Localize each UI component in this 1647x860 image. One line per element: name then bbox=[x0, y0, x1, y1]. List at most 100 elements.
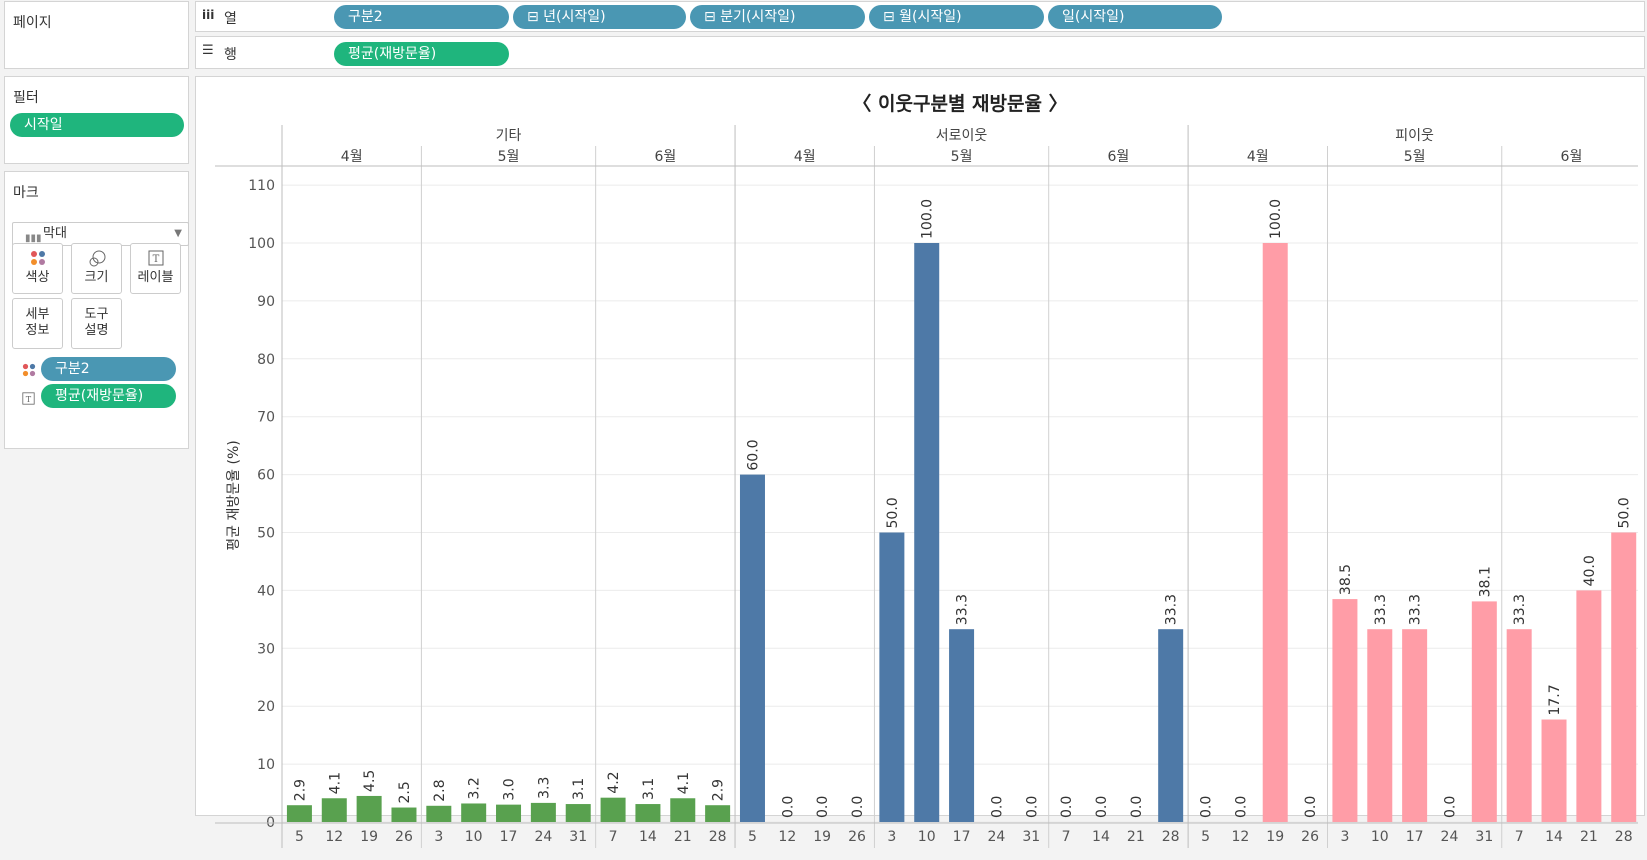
mark-type-dropdown[interactable]: ▮▮▮ 막대 ▼ bbox=[12, 222, 189, 246]
bar-value-label: 100.0 bbox=[920, 199, 936, 239]
x-tick-label: 7 bbox=[1062, 829, 1071, 845]
x-tick-label: 12 bbox=[778, 829, 796, 845]
row-pill-avg-revisit[interactable]: 평균(재방문율) bbox=[334, 42, 509, 66]
group-header-label: 서로이웃 bbox=[936, 128, 988, 144]
x-tick-label: 24 bbox=[1441, 829, 1459, 845]
bar-value-label: 2.9 bbox=[711, 779, 727, 801]
column-pill-month[interactable]: ⊟ 월(시작일) bbox=[869, 5, 1044, 29]
column-pill-group[interactable]: 구분2 bbox=[334, 5, 509, 29]
marks-color-button[interactable]: 색상 bbox=[12, 243, 63, 294]
rows-shelf[interactable]: ☰ 행 평균(재방문율) bbox=[195, 36, 1645, 69]
marks-size-label: 크기 bbox=[84, 270, 109, 285]
month-header-label: 6월 bbox=[1561, 149, 1583, 165]
x-tick-label: 28 bbox=[709, 829, 727, 845]
bar bbox=[1576, 590, 1602, 822]
marks-label-button[interactable]: T 레이블 bbox=[130, 243, 181, 294]
marks-color-label: 색상 bbox=[25, 270, 50, 285]
bar-value-label: 33.3 bbox=[1512, 594, 1528, 625]
month-header-label: 6월 bbox=[1108, 149, 1130, 165]
bar-value-label: 2.8 bbox=[432, 780, 448, 802]
bar-value-label: 40.0 bbox=[1582, 555, 1598, 586]
bar bbox=[530, 802, 556, 822]
x-tick-label: 28 bbox=[1615, 829, 1633, 845]
bar bbox=[1332, 599, 1358, 822]
bar-value-label: 0.0 bbox=[1094, 796, 1110, 818]
column-pill-year[interactable]: ⊟ 년(시작일) bbox=[513, 5, 686, 29]
bar-value-label: 0.0 bbox=[850, 796, 866, 818]
marks-field-pill-avg-revisit[interactable]: 평균(재방문율) bbox=[41, 384, 176, 408]
y-tick-label: 10 bbox=[257, 757, 275, 773]
bar bbox=[496, 804, 522, 822]
bar-value-label: 0.0 bbox=[989, 796, 1005, 818]
marks-detail-button[interactable]: 세부 정보 bbox=[12, 298, 63, 349]
filters-card: 필터 시작일 bbox=[4, 76, 189, 164]
filter-pill-start-date[interactable]: 시작일 bbox=[10, 113, 184, 137]
x-tick-label: 17 bbox=[1406, 829, 1424, 845]
y-tick-label: 80 bbox=[257, 352, 275, 368]
x-tick-label: 7 bbox=[1515, 829, 1524, 845]
mark-type-value: 막대 bbox=[43, 226, 67, 241]
x-tick-label: 3 bbox=[1340, 829, 1349, 845]
x-tick-label: 12 bbox=[1231, 829, 1249, 845]
x-tick-label: 14 bbox=[1092, 829, 1110, 845]
columns-shelf-label: 열 bbox=[224, 11, 237, 27]
x-tick-label: 7 bbox=[609, 829, 618, 845]
bar-value-label: 0.0 bbox=[1129, 796, 1145, 818]
x-tick-label: 10 bbox=[465, 829, 483, 845]
x-tick-label: 14 bbox=[1545, 829, 1563, 845]
bar-value-label: 2.9 bbox=[292, 779, 308, 801]
bar bbox=[949, 629, 975, 822]
chevron-down-icon: ▼ bbox=[174, 228, 182, 239]
bar-value-label: 4.2 bbox=[606, 771, 622, 793]
group-header-label: 기타 bbox=[496, 128, 522, 144]
x-tick-label: 26 bbox=[395, 829, 413, 845]
marks-tooltip-button[interactable]: 도구 설명 bbox=[71, 298, 122, 349]
bar bbox=[426, 805, 452, 822]
x-tick-label: 28 bbox=[1162, 829, 1180, 845]
month-header-label: 4월 bbox=[1247, 149, 1269, 165]
label-icon: T bbox=[22, 390, 35, 409]
marks-label-label: 레이블 bbox=[137, 270, 174, 285]
x-tick-label: 26 bbox=[848, 829, 866, 845]
filters-card-title: 필터 bbox=[13, 90, 39, 106]
bar-value-label: 100.0 bbox=[1268, 199, 1284, 239]
bar bbox=[461, 803, 487, 822]
x-tick-label: 10 bbox=[918, 829, 936, 845]
column-pill-quarter[interactable]: ⊟ 분기(시작일) bbox=[690, 5, 865, 29]
x-tick-label: 17 bbox=[953, 829, 971, 845]
x-tick-label: 19 bbox=[360, 829, 378, 845]
x-tick-label: 19 bbox=[1266, 829, 1284, 845]
bar bbox=[356, 795, 382, 822]
bar bbox=[1541, 719, 1567, 822]
y-tick-label: 40 bbox=[257, 583, 275, 599]
svg-text:T: T bbox=[26, 394, 32, 404]
bar bbox=[391, 807, 417, 822]
bar-value-label: 0.0 bbox=[1233, 796, 1249, 818]
x-tick-label: 19 bbox=[813, 829, 831, 845]
x-tick-label: 26 bbox=[1301, 829, 1319, 845]
bar-value-label: 0.0 bbox=[1199, 796, 1215, 818]
x-tick-label: 5 bbox=[1201, 829, 1210, 845]
column-pill-day[interactable]: 일(시작일) bbox=[1048, 5, 1222, 29]
bar-value-label: 0.0 bbox=[1024, 796, 1040, 818]
bar-value-label: 33.3 bbox=[1164, 594, 1180, 625]
bar-value-label: 38.1 bbox=[1477, 566, 1493, 597]
group-header-label: 피이웃 bbox=[1395, 128, 1434, 144]
bar bbox=[1158, 629, 1184, 822]
bar bbox=[1367, 629, 1393, 822]
marks-field-pill-group[interactable]: 구분2 bbox=[41, 357, 176, 381]
bar bbox=[286, 805, 312, 822]
bar-value-label: 33.3 bbox=[1373, 594, 1389, 625]
bar-value-label: 3.0 bbox=[502, 778, 518, 800]
bar-value-label: 50.0 bbox=[885, 497, 901, 528]
month-header-label: 4월 bbox=[794, 149, 816, 165]
columns-shelf[interactable]: iii 열 구분2 ⊟ 년(시작일) ⊟ 분기(시작일) ⊟ 월(시작일) 일(… bbox=[195, 1, 1645, 32]
x-tick-label: 24 bbox=[988, 829, 1006, 845]
bar-value-label: 0.0 bbox=[1059, 796, 1075, 818]
bar-chart-icon: ▮▮▮ bbox=[25, 233, 42, 244]
marks-size-button[interactable]: 크기 bbox=[71, 243, 122, 294]
month-header-label: 4월 bbox=[341, 149, 363, 165]
bar bbox=[670, 798, 696, 822]
y-tick-label: 70 bbox=[257, 410, 275, 426]
